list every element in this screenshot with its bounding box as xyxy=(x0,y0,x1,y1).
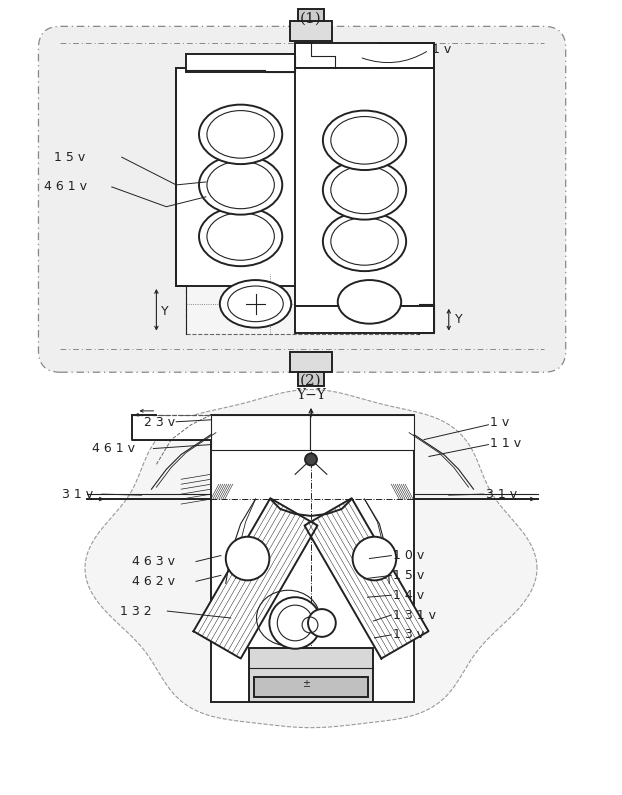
Text: 1 5 v: 1 5 v xyxy=(54,151,86,164)
Ellipse shape xyxy=(220,280,291,328)
Bar xyxy=(211,415,310,449)
Bar xyxy=(310,415,414,449)
Text: 2 3 v: 2 3 v xyxy=(144,417,175,429)
Ellipse shape xyxy=(226,537,269,580)
Ellipse shape xyxy=(323,111,406,170)
Ellipse shape xyxy=(199,105,282,164)
Text: (2): (2) xyxy=(300,373,322,387)
Text: (1): (1) xyxy=(300,11,322,25)
Text: 1 4 v: 1 4 v xyxy=(393,589,424,602)
Ellipse shape xyxy=(323,211,406,271)
Text: Y−Y: Y−Y xyxy=(296,388,326,402)
Bar xyxy=(211,415,414,702)
Text: 1 1 v: 1 1 v xyxy=(490,437,521,450)
Text: 3 1 v: 3 1 v xyxy=(62,487,93,501)
FancyBboxPatch shape xyxy=(39,26,565,372)
Ellipse shape xyxy=(338,280,401,324)
Bar xyxy=(254,677,368,697)
Text: 1 5 v: 1 5 v xyxy=(393,569,424,582)
Text: 3 1 v: 3 1 v xyxy=(486,487,518,501)
Text: 1 3 2: 1 3 2 xyxy=(119,604,151,618)
Ellipse shape xyxy=(353,537,396,580)
Bar xyxy=(249,648,373,702)
Text: 4 6 2 v: 4 6 2 v xyxy=(132,575,175,588)
Bar xyxy=(295,306,434,332)
Bar xyxy=(290,352,332,372)
Polygon shape xyxy=(85,390,537,727)
Bar xyxy=(295,68,434,306)
Text: 1 v: 1 v xyxy=(490,417,509,429)
Text: 1 3 1 v: 1 3 1 v xyxy=(393,608,436,622)
Bar xyxy=(290,21,332,41)
Ellipse shape xyxy=(199,155,282,215)
Polygon shape xyxy=(193,498,317,658)
Polygon shape xyxy=(305,498,429,658)
Text: 1 0 v: 1 0 v xyxy=(393,549,424,562)
Bar xyxy=(186,274,419,334)
Ellipse shape xyxy=(308,609,336,637)
Bar xyxy=(186,54,295,72)
Text: Y: Y xyxy=(455,313,462,326)
Ellipse shape xyxy=(323,160,406,219)
Text: Y: Y xyxy=(161,305,169,318)
Text: 1 3 v: 1 3 v xyxy=(393,628,424,642)
Ellipse shape xyxy=(199,207,282,266)
Text: 4 6 1 v: 4 6 1 v xyxy=(92,442,135,455)
Bar xyxy=(295,43,434,68)
Ellipse shape xyxy=(269,597,321,649)
Bar xyxy=(298,10,324,21)
Bar xyxy=(176,68,305,286)
Text: 1 v: 1 v xyxy=(432,43,451,56)
Text: 4 6 3 v: 4 6 3 v xyxy=(132,555,175,568)
Ellipse shape xyxy=(305,453,317,465)
Text: 4 6 1 v: 4 6 1 v xyxy=(44,180,88,193)
Bar xyxy=(298,372,324,386)
Bar xyxy=(132,415,211,440)
Text: ±: ± xyxy=(302,680,310,689)
